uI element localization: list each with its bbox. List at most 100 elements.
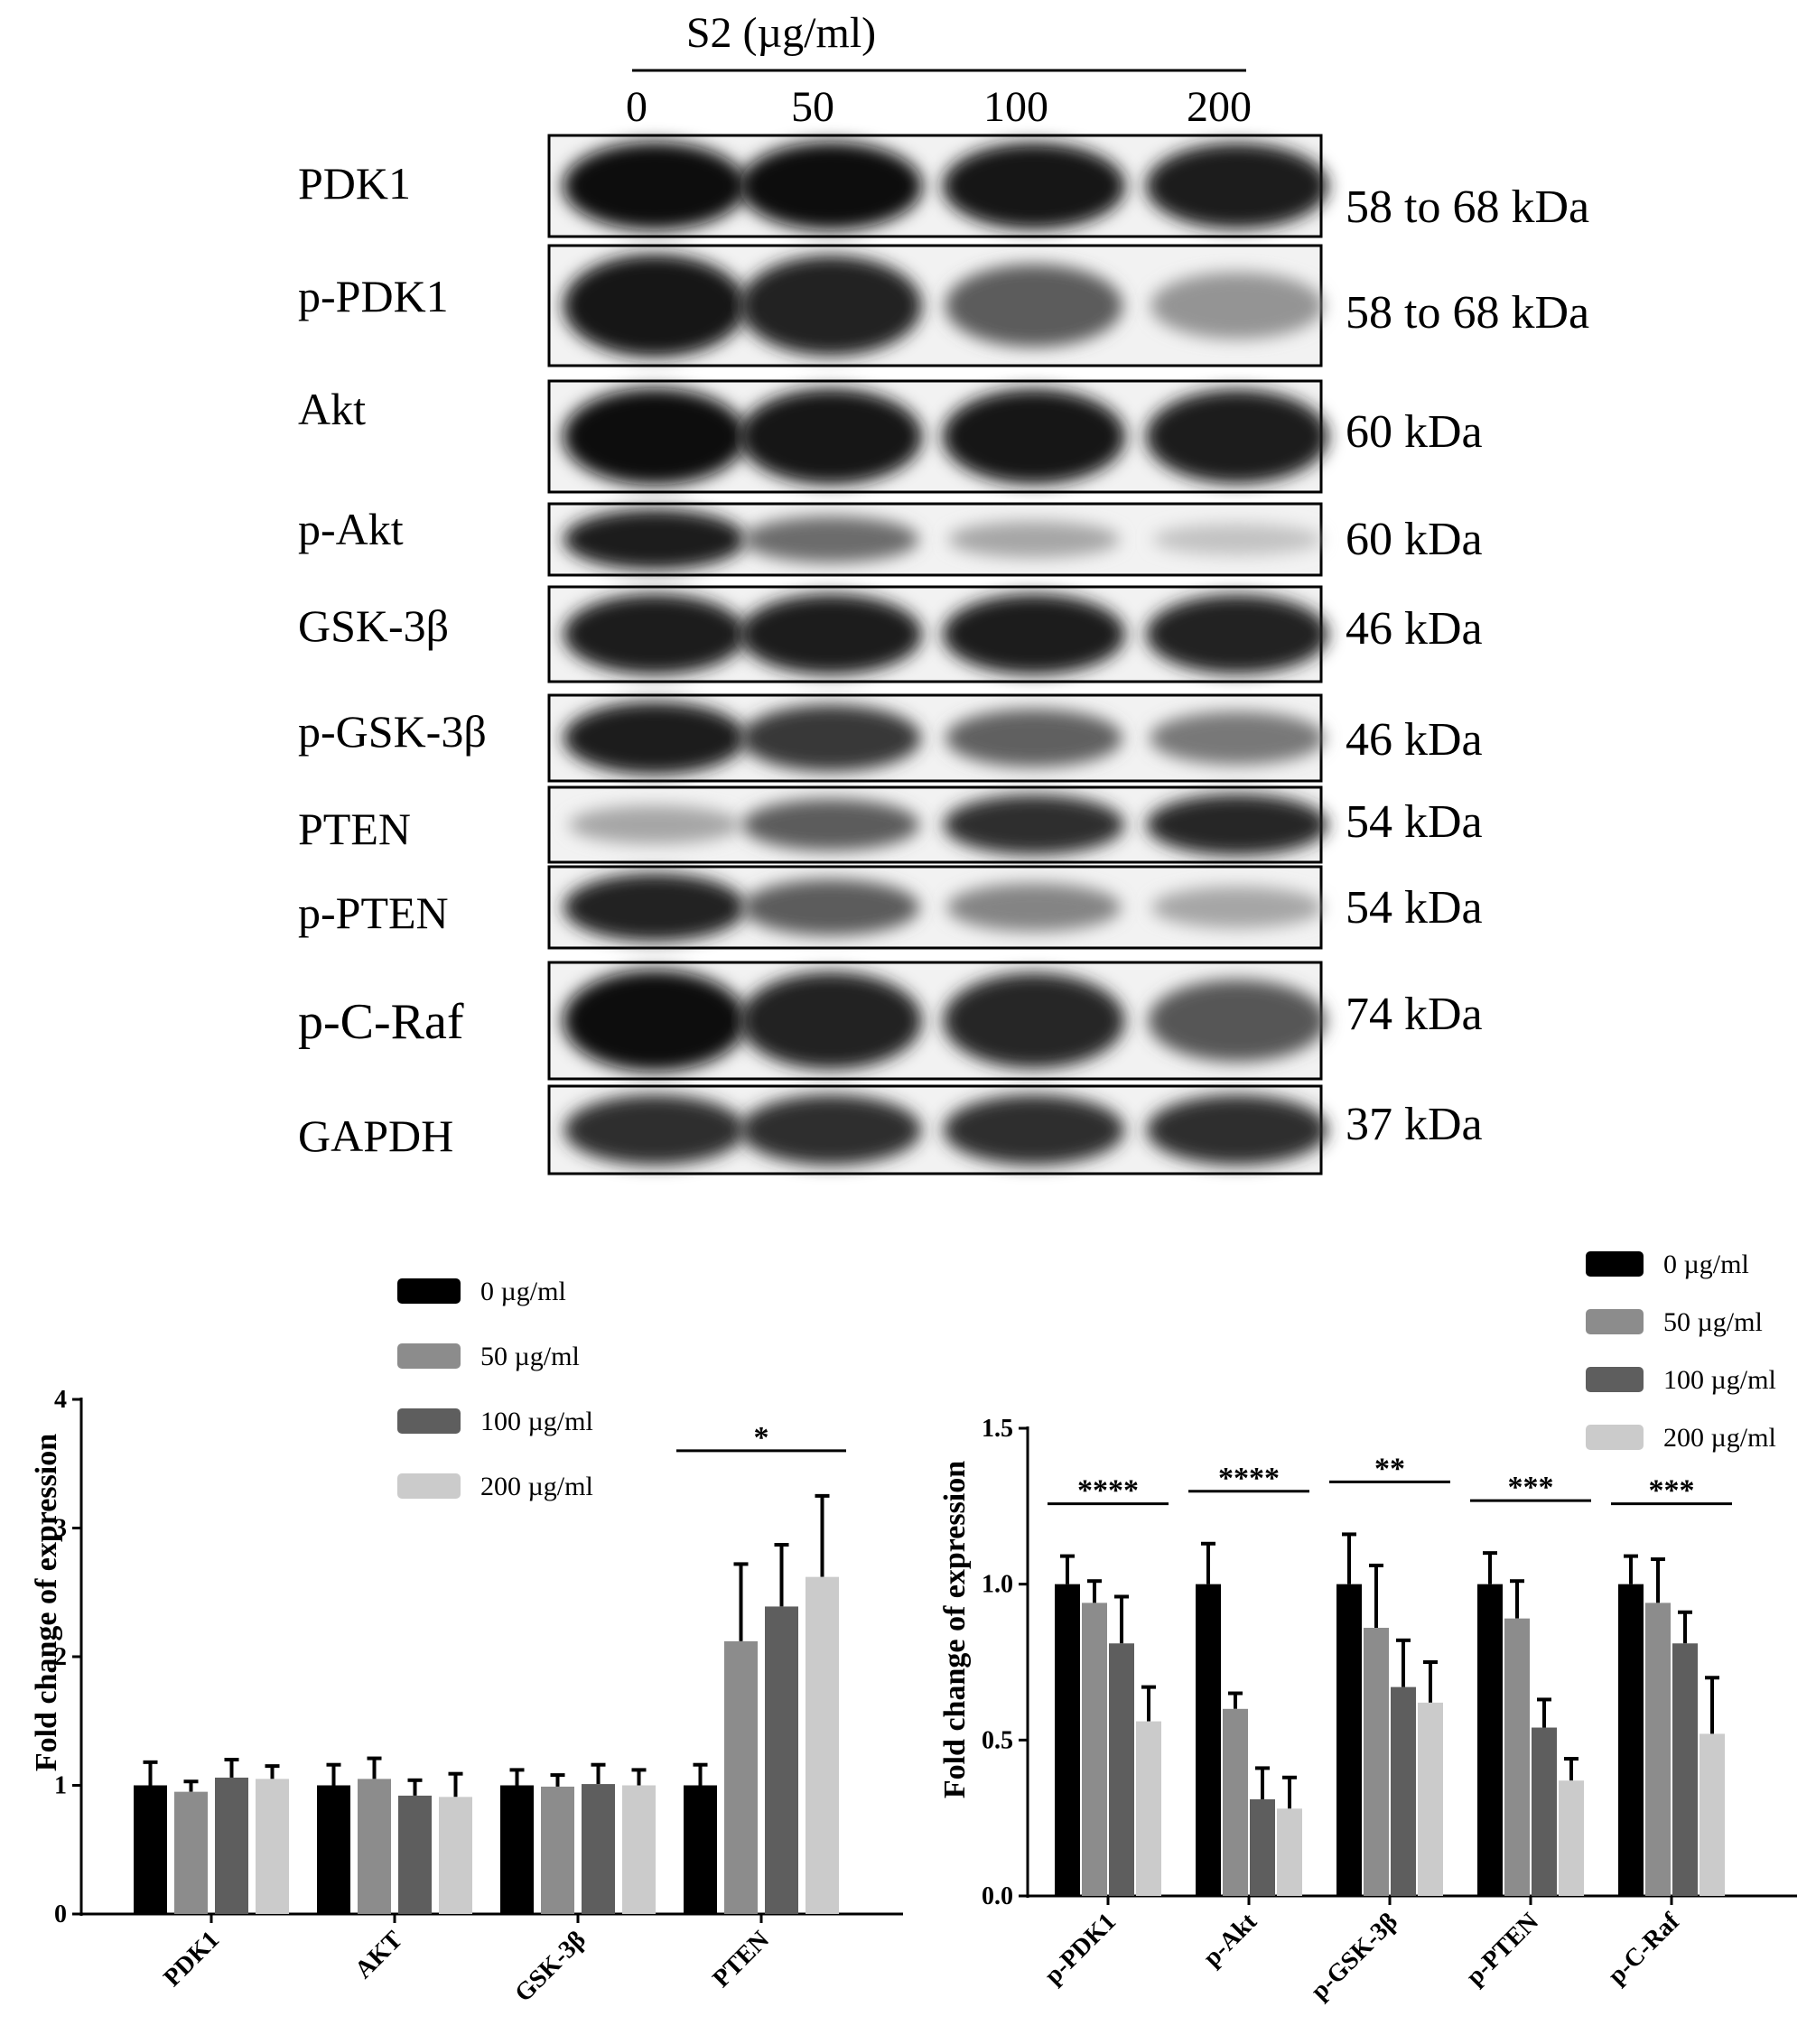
blot-row: p-C-Raf 74 kDa bbox=[298, 961, 1483, 1081]
y-tick-label: 4 bbox=[54, 1386, 67, 1414]
bar bbox=[1277, 1808, 1302, 1896]
protein-label: p-C-Raf bbox=[298, 994, 464, 1050]
bar-chart-phospho-protein: Fold change of expression 0 µg/ml 50 µg/m… bbox=[938, 1250, 1797, 2005]
category-label: p-Akt bbox=[1198, 1908, 1263, 1973]
legend-swatch bbox=[397, 1408, 461, 1434]
legend-swatch bbox=[1586, 1367, 1644, 1392]
category-label: GSK-3β bbox=[509, 1926, 591, 2008]
bar bbox=[174, 1791, 208, 1914]
blot-band bbox=[1150, 711, 1325, 766]
bar bbox=[317, 1785, 350, 1914]
dose-label: 50 bbox=[791, 83, 834, 131]
protein-label: GSK-3β bbox=[298, 600, 449, 651]
blot-band bbox=[1146, 794, 1328, 856]
category-label: p-PDK1 bbox=[1039, 1908, 1122, 1990]
blot-band bbox=[741, 798, 920, 851]
bar bbox=[1364, 1628, 1389, 1896]
blot-row: GAPDH 37 kDa bbox=[298, 1084, 1483, 1175]
blot-band bbox=[943, 972, 1125, 1069]
bar bbox=[1196, 1584, 1221, 1896]
legend-label: 50 µg/ml bbox=[1663, 1307, 1763, 1337]
bar bbox=[1418, 1702, 1443, 1896]
molecular-weight-label: 58 to 68 kDa bbox=[1346, 181, 1589, 233]
molecular-weight-label: 60 kDa bbox=[1346, 514, 1483, 565]
dose-label: 100 bbox=[983, 83, 1048, 131]
dose-label: 0 bbox=[626, 83, 647, 131]
y-tick-label: 0.5 bbox=[982, 1726, 1013, 1754]
blot-band bbox=[945, 264, 1123, 348]
molecular-weight-label: 54 kDa bbox=[1346, 882, 1483, 934]
treatment-label: S2 (µg/ml) bbox=[686, 9, 876, 57]
category-label: p-C-Raf bbox=[1603, 1908, 1686, 1991]
blot-row: p-PTEN 54 kDa bbox=[298, 865, 1483, 950]
legend-label: 0 µg/ml bbox=[1663, 1250, 1749, 1279]
blot-band bbox=[1146, 1094, 1328, 1166]
chart-left-legend: 0 µg/ml 50 µg/ml 100 µg/ml 200 µg/ml bbox=[397, 1277, 593, 1501]
blot-band bbox=[942, 388, 1126, 485]
bar bbox=[1672, 1643, 1698, 1896]
blot-band bbox=[563, 387, 747, 486]
blot-band bbox=[948, 521, 1120, 558]
bar bbox=[1250, 1798, 1275, 1896]
molecular-weight-label: 58 to 68 kDa bbox=[1346, 287, 1589, 339]
blot-band bbox=[1148, 979, 1327, 1063]
y-tick-label: 1.5 bbox=[982, 1415, 1013, 1443]
western-blot-panel: S2 (µg/ml) 0 50 100 200 PDK1 58 to 68 kDap-P… bbox=[298, 9, 1589, 1175]
significance-label: **** bbox=[1218, 1462, 1280, 1495]
blot-band bbox=[1150, 272, 1324, 339]
blot-band bbox=[742, 516, 919, 563]
blot-band bbox=[943, 1094, 1125, 1166]
y-tick-label: 2 bbox=[54, 1643, 67, 1671]
legend-swatch bbox=[1586, 1309, 1644, 1334]
bar bbox=[1109, 1643, 1134, 1896]
bar bbox=[1618, 1584, 1644, 1896]
protein-label: p-PDK1 bbox=[298, 271, 449, 321]
protein-label: Akt bbox=[298, 384, 366, 434]
blot-band bbox=[563, 509, 746, 570]
bar bbox=[1136, 1721, 1161, 1896]
significance-label: * bbox=[754, 1421, 769, 1454]
blot-band bbox=[569, 805, 740, 844]
protein-label: p-GSK-3β bbox=[298, 706, 487, 757]
bar bbox=[684, 1785, 717, 1914]
blot-band bbox=[946, 883, 1122, 932]
blot-band bbox=[943, 794, 1125, 855]
y-tick-label: 1 bbox=[54, 1772, 67, 1800]
bar bbox=[500, 1785, 534, 1914]
category-label: PTEN bbox=[707, 1926, 775, 1993]
blot-band bbox=[563, 873, 746, 942]
blot-band bbox=[1146, 389, 1328, 484]
legend-label: 100 µg/ml bbox=[480, 1407, 593, 1436]
bar bbox=[1477, 1584, 1503, 1896]
bar bbox=[1532, 1727, 1557, 1896]
blot-row: p-PDK1 58 to 68 kDa bbox=[298, 244, 1589, 367]
blot-row: p-GSK-3β 46 kDa bbox=[298, 693, 1483, 783]
molecular-weight-label: 46 kDa bbox=[1346, 714, 1483, 766]
protein-label: p-PTEN bbox=[298, 887, 449, 938]
legend-swatch bbox=[1586, 1425, 1644, 1450]
legend-swatch bbox=[397, 1278, 461, 1304]
dose-label: 200 bbox=[1187, 83, 1252, 131]
bar bbox=[398, 1795, 432, 1914]
legend-label: 0 µg/ml bbox=[480, 1277, 566, 1306]
bar bbox=[215, 1777, 248, 1914]
bar bbox=[622, 1785, 656, 1914]
blot-band bbox=[1146, 143, 1328, 229]
blot-band bbox=[740, 971, 922, 1070]
y-tick-label: 3 bbox=[54, 1515, 67, 1543]
blot-band bbox=[563, 594, 746, 674]
blot-band bbox=[1146, 594, 1328, 674]
legend-label: 200 µg/ml bbox=[1663, 1423, 1776, 1453]
bar bbox=[1082, 1603, 1107, 1896]
bar bbox=[358, 1779, 391, 1914]
bar bbox=[1055, 1584, 1080, 1896]
blot-band bbox=[740, 594, 922, 674]
blot-band bbox=[1151, 886, 1323, 929]
blot-band bbox=[563, 970, 747, 1072]
category-label: p-PTEN bbox=[1461, 1908, 1544, 1991]
bar bbox=[1645, 1603, 1671, 1896]
protein-label: GAPDH bbox=[298, 1110, 453, 1161]
category-label: AKT bbox=[349, 1926, 408, 1984]
blot-band bbox=[942, 143, 1126, 229]
blot-band bbox=[563, 1094, 746, 1166]
